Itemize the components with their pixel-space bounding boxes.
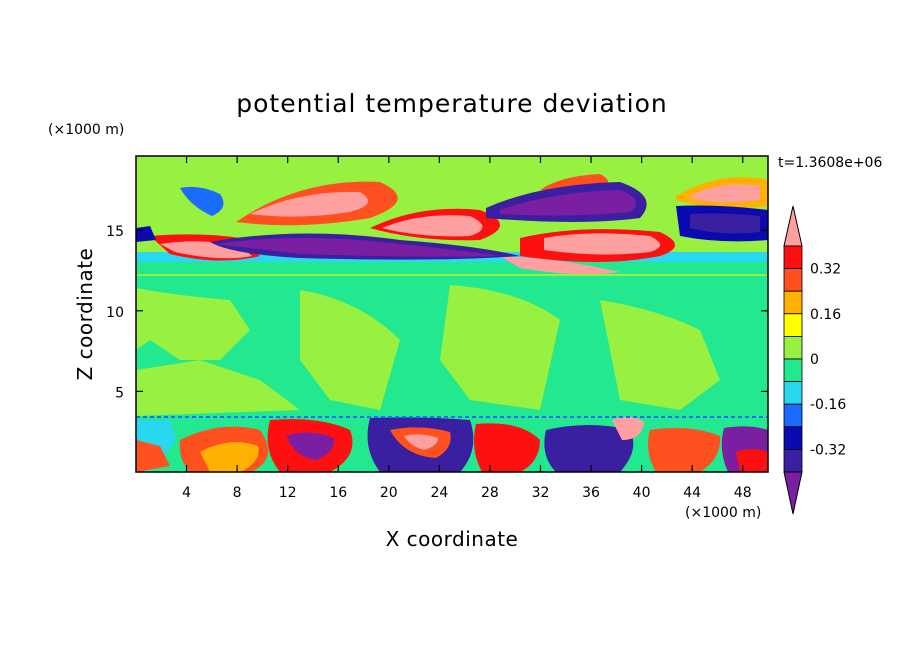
lower-patch [136,440,170,472]
y-axis-label: Z coordinate [73,248,97,381]
y-axis-ticks: 5 10 15 [106,224,768,401]
x-tick-label: 44 [683,485,701,501]
middle-patch [600,300,720,410]
teal-band [136,262,768,274]
y-tick-label: 10 [106,305,124,321]
x-tick-label: 12 [279,485,297,501]
x-tick-label: 8 [233,485,242,501]
upper-cold-blob [180,186,224,216]
colorbar-swatch [783,313,803,337]
x-tick-label: 40 [633,485,651,501]
colorbar-swatch [783,290,803,315]
x-tick-label: 36 [582,485,600,501]
colorbar-swatch [783,358,803,383]
colorbar-swatch [783,426,803,450]
colorbar-swatch [783,268,803,292]
contour-field [136,156,768,472]
lower-patch [544,425,634,472]
colorbar-extend-high [783,205,803,247]
y-tick-label: 15 [106,224,124,240]
colorbar-label: 0.16 [810,307,841,323]
x-tick-label: 4 [182,485,191,501]
upper-base [136,156,768,212]
middle-patch [136,360,300,416]
upper-cold-core [690,213,760,234]
plot-frame [135,155,769,473]
x-axis-ticks: 4 8 12 16 20 24 28 32 36 40 44 48 [182,156,752,501]
upper-warm-core [544,233,660,255]
upper-cold-core [500,190,637,216]
lower-patch [474,423,540,472]
colorbar: 0.32 0.16 0 -0.16 -0.32 [783,205,846,515]
lower-patch [286,432,335,460]
colorbar-swatch [783,381,803,405]
lower-patch [648,428,721,472]
time-label: t=1.3608e+06 [778,155,882,171]
upper-warm-core [500,256,620,275]
colorbar-label: -0.32 [810,442,846,458]
y-unit-label: (×1000 m) [48,122,124,138]
x-tick-label: 32 [532,485,550,501]
lower-patch [404,434,438,450]
colorbar-swatch [783,448,803,473]
x-tick-label: 20 [380,485,398,501]
colorbar-extend-low [783,471,803,515]
colorbar-swatch [783,335,803,360]
x-tick-label: 24 [430,485,448,501]
colorbar-label: 0.32 [810,262,841,278]
chart-title: potential temperature deviation [236,89,667,118]
lower-patch [736,449,768,472]
y-tick-label: 5 [115,385,124,401]
middle-patch [440,285,560,410]
lower-patch [200,442,259,472]
middle-patch [300,290,400,410]
x-tick-label: 16 [329,485,347,501]
x-unit-label: (×1000 m) [685,505,761,521]
upper-cold-core [216,238,500,257]
colorbar-swatch [783,245,803,270]
upper-warm-core [382,215,483,237]
colorbar-label: -0.16 [810,397,846,413]
colorbar-swatch [783,403,803,428]
lower-patch [612,416,644,440]
x-tick-label: 48 [734,485,752,501]
colorbar-label: 0 [810,352,819,368]
upper-warm-core [690,184,760,203]
middle-patch [136,288,250,360]
x-axis-label: X coordinate [386,527,519,551]
upper-warm-core [250,191,368,217]
x-tick-label: 28 [481,485,499,501]
